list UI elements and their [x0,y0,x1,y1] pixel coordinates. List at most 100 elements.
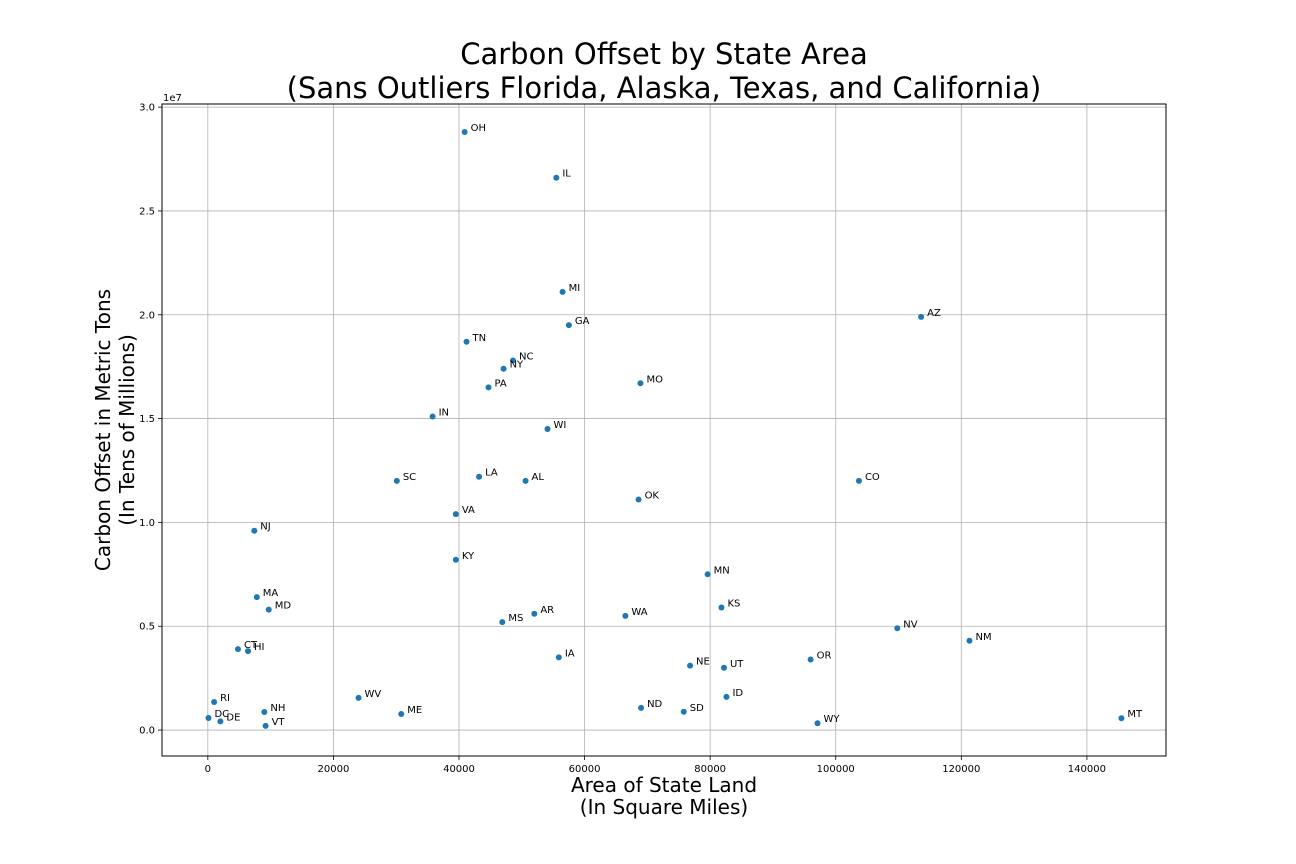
data-point-ms [499,619,506,626]
data-point-md [265,606,272,613]
data-point-ri [211,699,218,706]
data-point-wa [622,612,629,619]
data-point-tn [463,338,470,345]
data-point-id [723,693,730,700]
point-label-ks: KS [727,599,740,610]
point-label-va: VA [462,505,475,516]
data-point-ks [718,604,725,611]
data-point-oh [461,129,468,136]
point-label-nm: NM [975,632,991,643]
data-points [205,129,1125,729]
data-point-ut [720,664,727,671]
data-point-az [918,313,925,320]
point-label-mt: MT [1127,709,1143,720]
point-label-ny: NY [510,360,524,371]
point-label-mo: MO [646,374,663,385]
data-point-ma [253,594,260,601]
data-point-wi [544,425,551,432]
point-label-id: ID [732,688,743,699]
point-label-in: IN [439,408,449,419]
chart-title: Carbon Offset by State Area (Sans Outlie… [287,37,1042,105]
data-point-nm [966,637,973,644]
point-label-md: MD [275,601,292,612]
point-label-ma: MA [263,588,279,599]
data-point-nh [261,708,268,715]
data-point-pa [485,384,492,391]
point-label-il: IL [562,169,571,180]
point-label-sc: SC [403,472,416,483]
chart-title-line-2: (Sans Outliers Florida, Alaska, Texas, a… [287,71,1042,105]
data-point-la [476,473,483,480]
x-tick-label: 40000 [443,764,475,775]
data-point-wv [355,694,362,701]
data-point-nj [251,527,258,534]
data-point-in [429,413,436,420]
point-label-la: LA [485,468,498,479]
x-tick-label: 140000 [1068,764,1106,775]
data-point-mo [637,380,644,387]
y-axis-offset-text: 1e7 [163,93,182,104]
point-label-ga: GA [575,316,590,327]
data-point-hi [245,648,252,655]
data-point-or [807,656,814,663]
point-label-mn: MN [714,565,730,576]
data-point-mi [559,288,566,295]
point-label-pa: PA [495,378,507,389]
point-label-az: AZ [927,308,941,319]
data-point-sc [393,477,400,484]
data-point-ny [500,365,507,372]
data-point-il [553,174,560,181]
data-point-de [217,718,224,725]
point-label-wa: WA [631,607,647,618]
y-tick-label: 0.0 [139,726,155,737]
data-point-ga [565,322,572,329]
point-label-ky: KY [462,551,475,562]
x-tick-label: 20000 [318,764,350,775]
point-label-vt: VT [272,717,286,728]
x-tick-label: 60000 [569,764,601,775]
data-point-nv [894,625,901,632]
point-label-al: AL [532,472,545,483]
y-axis-label-line-1: Carbon Offset in Metric Tons [91,289,115,571]
point-label-ut: UT [730,659,744,670]
point-label-tn: TN [472,333,487,344]
point-label-ct: CT [244,640,258,651]
point-label-ms: MS [508,613,523,624]
data-point-va [452,511,459,518]
point-label-nv: NV [903,619,917,630]
point-label-me: ME [407,705,422,716]
data-point-ar [531,610,538,617]
data-point-co [855,477,862,484]
y-tick-label: 0.5 [139,622,155,633]
chart-title-line-1: Carbon Offset by State Area [460,37,868,71]
point-label-hi: HI [254,642,264,653]
data-point-wy [814,720,821,727]
y-tick-label: 1.5 [139,414,155,425]
y-tick-label: 1.0 [139,518,155,529]
data-point-sd [680,708,687,715]
data-point-ok [635,496,642,503]
point-label-dc: DC [214,709,229,720]
point-label-nd: ND [647,699,662,710]
point-label-nj: NJ [260,522,270,533]
point-label-nc: NC [519,351,533,362]
point-label-wv: WV [365,689,382,700]
x-axis-label: Area of State Land (In Square Miles) [571,773,757,819]
point-label-de: DE [226,712,240,723]
data-point-mt [1118,715,1125,722]
y-tick-label: 2.5 [139,206,155,217]
point-label-nh: NH [270,703,285,714]
point-label-wy: WY [824,714,841,725]
point-label-sd: SD [690,703,704,714]
x-tick-label: 120000 [942,764,980,775]
data-point-al [522,477,529,484]
grid-lines [162,104,1166,756]
plot-area-frame [161,103,1167,757]
point-label-wi: WI [554,420,567,431]
y-tick-label: 3.0 [139,103,155,114]
point-label-or: OR [817,650,832,661]
x-tick-label: 100000 [817,764,855,775]
point-label-mi: MI [569,283,581,294]
